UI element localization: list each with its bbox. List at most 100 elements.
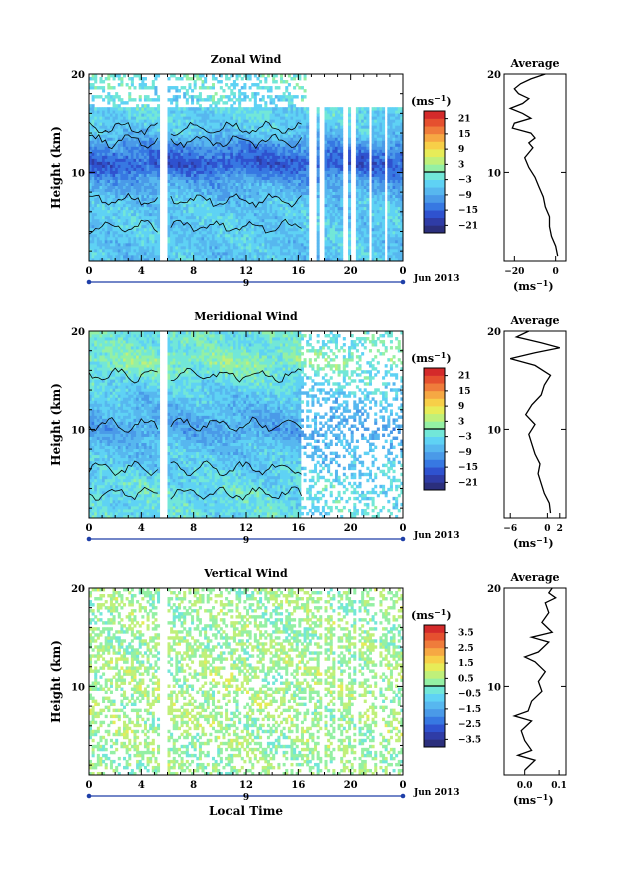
heatmap-cell [348,137,352,141]
heatmap-cell [300,152,304,156]
heatmap-cell [219,146,223,150]
heatmap-cell [266,161,270,165]
heatmap-cell [170,215,174,220]
heatmap-cell [246,152,250,156]
heatmap-cell [253,254,257,259]
heatmap-cell [259,221,263,226]
heatmap-cell [89,197,93,202]
heatmap-cell [170,191,174,196]
heatmap-cell [232,170,236,174]
heatmap-cell [337,203,341,208]
heatmap-cell [136,203,140,208]
heatmap-cell [329,194,333,199]
heatmap-cell [89,242,93,247]
heatmap-cell [332,209,336,214]
heatmap-cell [204,119,208,123]
heatmap-cell [170,182,174,186]
heatmap-cell [282,182,286,186]
heatmap-cell [246,224,250,229]
heatmap-cell [99,119,103,123]
heatmap-cell [170,119,174,123]
heatmap-cell [256,155,260,159]
heatmap-cell [191,89,195,93]
heatmap-cell [332,215,336,220]
heatmap-cell [149,239,153,244]
heatmap-cell [151,122,155,126]
heatmap-cell [141,107,145,111]
heatmap-cell [112,164,116,168]
heatmap-cell [256,107,260,111]
heatmap-cell [91,95,95,99]
heatmap-cell [170,218,174,223]
heatmap-cell [243,122,247,126]
heatmap-cell [269,191,273,196]
heatmap-cell [211,242,215,247]
heatmap-cell [306,176,310,180]
heatmap-cell [259,104,263,108]
heatmap-cell [151,143,155,147]
heatmap-cell [141,170,145,174]
heatmap-cell [201,98,205,102]
heatmap-cell [191,236,195,241]
heatmap-cell [259,233,263,238]
heatmap-cell [151,140,155,144]
heatmap-cell [253,200,257,205]
heatmap-cell [280,116,284,120]
heatmap-cell [167,206,171,211]
heatmap-cell [167,212,171,217]
heatmap-cell [282,206,286,211]
heatmap-cell [167,242,171,247]
heatmap-cell [112,254,116,259]
heatmap-cell [141,161,145,165]
heatmap-cell [133,116,137,120]
heatmap-cell [290,140,294,144]
heatmap-cell [324,176,328,180]
heatmap-cell [123,173,127,177]
heatmap-cell [175,173,179,177]
heatmap-cell [125,128,129,132]
heatmap-cell [193,95,197,99]
heatmap-cell [149,248,153,253]
heatmap-cell [130,113,134,117]
heatmap-cell [136,206,140,211]
heatmap-cell [293,170,297,174]
heatmap-cell [261,107,265,111]
heatmap-cell [246,113,250,117]
heatmap-cell [290,245,294,250]
heatmap-cell [235,188,239,193]
heatmap-cell [219,137,223,141]
heatmap-cell [285,113,289,117]
heatmap-cell [94,80,98,84]
heatmap-cell [287,215,291,220]
heatmap-cell [225,191,229,196]
heatmap-cell [316,233,320,238]
heatmap-cell [138,77,142,81]
heatmap-cell [324,197,328,202]
heatmap-cell [185,206,189,211]
heatmap-cell [253,152,257,156]
heatmap-cell [303,95,307,99]
heatmap-cell [329,143,333,147]
heatmap-cell [225,224,229,229]
heatmap-cell [102,119,106,123]
heatmap-cell [324,149,328,153]
heatmap-cell [99,191,103,196]
heatmap-cell [128,95,132,99]
heatmap-cell [248,140,252,144]
heatmap-cell [193,239,197,244]
heatmap-cell [198,209,202,214]
heatmap-cell [277,191,281,196]
heatmap-cell [177,251,181,256]
heatmap-cell [240,245,244,250]
heatmap-cell [266,209,270,214]
heatmap-cell [290,203,294,208]
heatmap-cell [130,236,134,241]
heatmap-cell [259,206,263,211]
heatmap-cell [211,86,215,90]
heatmap-cell [133,107,137,111]
heatmap-cell [300,143,304,147]
heatmap-cell [214,212,218,217]
heatmap-cell [266,239,270,244]
heatmap-cell [206,134,210,138]
heatmap-cell [232,92,236,96]
